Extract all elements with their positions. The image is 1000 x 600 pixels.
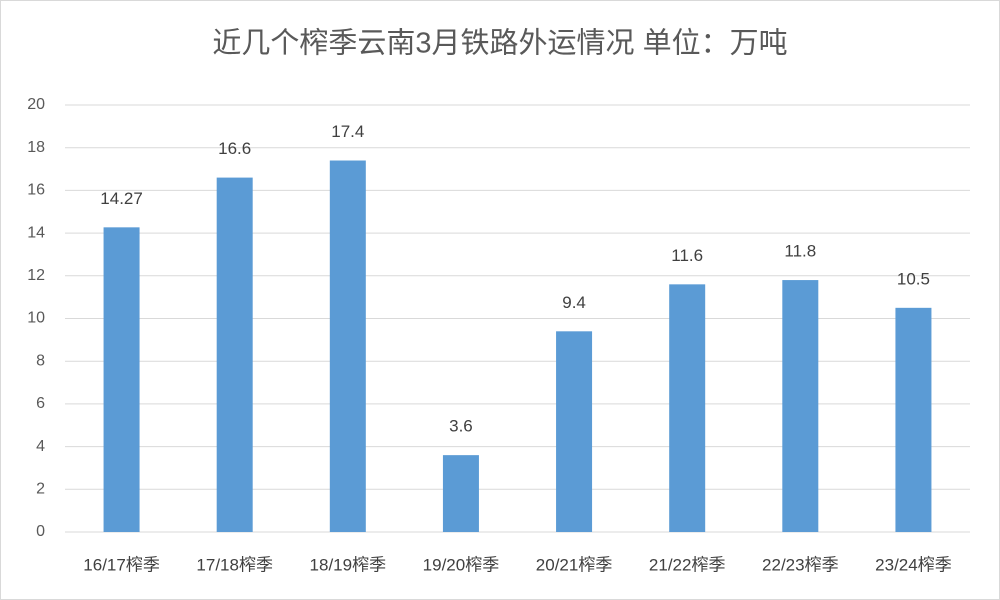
x-tick-label: 23/24榨季 (875, 555, 952, 574)
bar (556, 331, 593, 532)
data-label: 17.4 (331, 122, 364, 141)
y-tick-label: 8 (36, 352, 45, 369)
y-tick-label: 20 (27, 96, 45, 113)
x-tick-label: 17/18榨季 (196, 555, 273, 574)
y-tick-label: 10 (27, 310, 45, 327)
bar (329, 160, 366, 532)
y-tick-label: 12 (27, 267, 45, 284)
bar (669, 284, 706, 532)
y-tick-label: 6 (36, 395, 45, 412)
x-tick-label: 18/19榨季 (310, 555, 387, 574)
y-tick-label: 2 (36, 481, 45, 498)
bar (782, 280, 819, 532)
y-tick-label: 4 (36, 438, 45, 455)
x-tick-label: 20/21榨季 (536, 555, 613, 574)
x-tick-label: 16/17榨季 (83, 555, 160, 574)
x-tick-label: 21/22榨季 (649, 555, 726, 574)
data-label: 16.6 (218, 139, 251, 158)
data-label: 11.6 (671, 246, 703, 265)
x-tick-label: 19/20榨季 (423, 555, 500, 574)
bar (895, 307, 932, 532)
y-tick-label: 14 (27, 224, 45, 241)
chart-title: 近几个榨季云南3月铁路外运情况 单位：万吨 (212, 27, 787, 60)
bar (216, 177, 253, 532)
bar (103, 227, 140, 532)
data-label: 10.5 (897, 269, 930, 288)
y-tick-label: 16 (27, 182, 45, 199)
data-label: 3.6 (449, 417, 473, 436)
x-tick-label: 22/23榨季 (762, 555, 839, 574)
bar (442, 455, 479, 532)
data-label: 14.27 (100, 189, 143, 208)
y-tick-label: 0 (36, 523, 45, 540)
data-label: 11.8 (784, 242, 816, 261)
data-label: 9.4 (562, 293, 586, 312)
y-tick-label: 18 (27, 139, 45, 156)
